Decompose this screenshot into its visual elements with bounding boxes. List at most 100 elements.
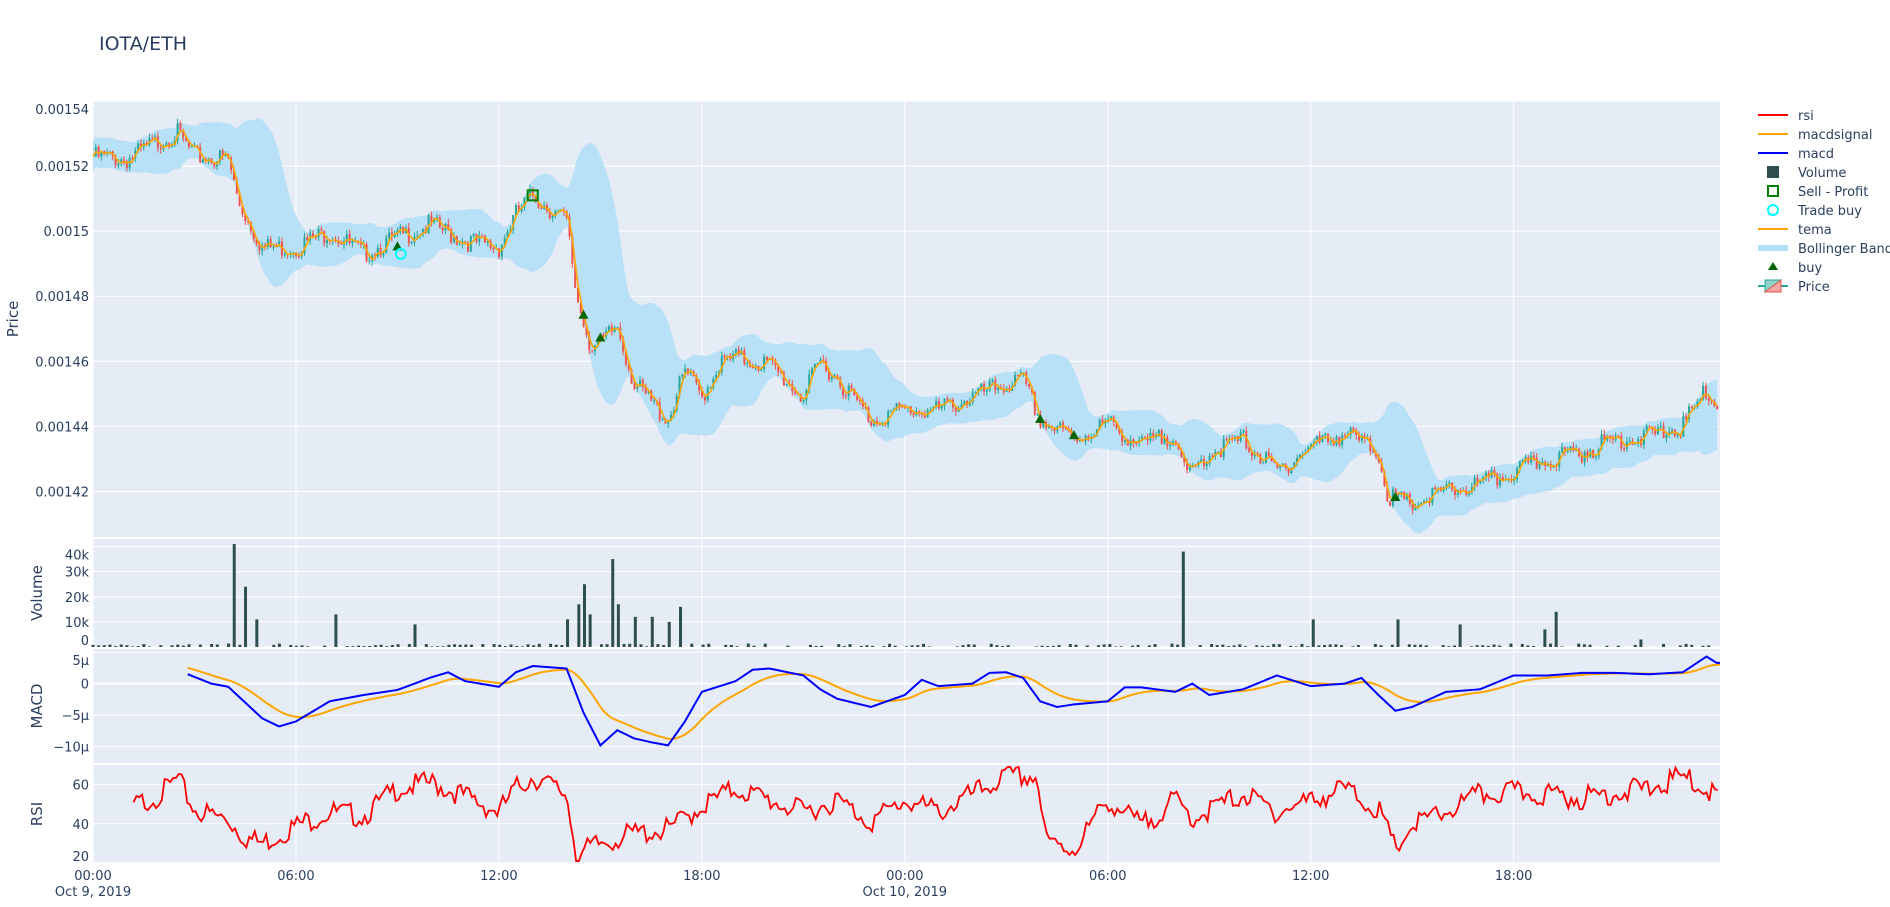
volume-bar <box>1560 646 1563 647</box>
volume-bar <box>159 645 162 647</box>
volume-bar <box>385 646 388 647</box>
volume-bar <box>1679 645 1682 647</box>
volume-bar <box>1278 644 1281 647</box>
legend-square-icon <box>1767 166 1779 178</box>
volume-bar <box>1261 646 1264 647</box>
candle-body <box>1242 431 1244 433</box>
candle-body <box>704 397 706 401</box>
candle-body <box>1135 443 1137 444</box>
volume-bar <box>114 646 117 647</box>
legend-item-price[interactable]: Price <box>1758 280 1830 295</box>
legend[interactable]: rsi macdsignal macd Volume Sell - Profit Trad… <box>1758 109 1890 295</box>
legend-item-buy[interactable]: buy <box>1768 261 1822 276</box>
volume-bar <box>747 644 750 647</box>
x-tick-label: 06:00 <box>277 869 314 884</box>
candle-body <box>992 380 994 382</box>
volume-bar <box>882 646 885 647</box>
candle-body <box>1344 435 1346 436</box>
volume-bar <box>628 644 631 647</box>
volume-bar <box>470 645 473 647</box>
volume-bar <box>1380 645 1383 647</box>
volume-bar <box>1001 646 1004 647</box>
y-tick-label: 40 <box>72 818 89 833</box>
volume-bar <box>120 645 123 647</box>
y-tick-label: 0 <box>81 678 89 693</box>
volume-bar <box>1493 644 1496 647</box>
volume-bar <box>1340 645 1343 647</box>
y-tick-label: −5μ <box>62 709 89 724</box>
volume-bar <box>1425 645 1428 647</box>
candle-body <box>1352 428 1354 430</box>
legend-item-macdsignal[interactable]: macdsignal <box>1758 128 1872 143</box>
macd-plot-area <box>93 649 1720 763</box>
candle-body <box>1330 441 1332 442</box>
volume-bar <box>453 644 456 647</box>
volume-bar <box>1058 645 1061 647</box>
x-tick-label: 00:00 <box>74 869 111 884</box>
volume-bar <box>227 644 230 647</box>
volume-bar <box>1447 646 1450 647</box>
volume-bar <box>1685 644 1688 647</box>
volume-bar <box>928 646 931 647</box>
legend-item-volume[interactable]: Volume <box>1767 166 1846 181</box>
volume-bar <box>589 614 592 647</box>
y-tick-label: 10k <box>65 616 90 631</box>
candle-body <box>459 244 461 245</box>
legend-item-macd[interactable]: macd <box>1758 147 1834 162</box>
volume-bar <box>238 645 241 647</box>
candle-body <box>766 357 768 360</box>
legend-item-trade-buy[interactable]: Trade buy <box>1768 204 1862 219</box>
volume-bar <box>668 622 671 647</box>
volume-bar <box>606 644 609 647</box>
candle-body <box>890 411 892 412</box>
volume-bar <box>1221 645 1224 647</box>
volume-bar <box>724 645 727 647</box>
volume-bar <box>752 646 755 647</box>
volume-bar <box>1255 645 1258 647</box>
volume-bar <box>103 645 106 647</box>
volume-bar <box>216 645 219 647</box>
volume-bar <box>1583 644 1586 647</box>
volume-bar <box>1289 646 1292 647</box>
y-tick-label: −10μ <box>53 741 89 756</box>
volume-bar <box>1216 645 1219 647</box>
volume-bar <box>374 645 377 647</box>
candle-body <box>941 406 943 409</box>
candle-body <box>870 422 872 426</box>
volume-bar <box>922 644 925 647</box>
candle-body <box>913 413 915 415</box>
candle-body <box>552 216 554 218</box>
legend-item-bollinger-band[interactable]: Bollinger Band <box>1758 242 1890 257</box>
volume-bar <box>1267 646 1270 647</box>
volume-bar <box>278 644 281 647</box>
candle-body <box>746 363 748 364</box>
candle-body <box>1248 448 1250 451</box>
volume-bar <box>1396 619 1399 647</box>
volume-bar <box>1453 645 1456 647</box>
chart-title: IOTA/ETH <box>99 33 187 55</box>
volume-bar <box>1199 645 1202 647</box>
volume-bar <box>656 644 659 647</box>
volume-bar <box>1154 644 1157 647</box>
legend-label: Trade buy <box>1797 204 1862 219</box>
volume-bar <box>459 645 462 647</box>
volume-bar <box>623 644 626 647</box>
legend-item-tema[interactable]: tema <box>1758 223 1832 238</box>
volume-bar <box>1374 644 1377 647</box>
volume-bar <box>272 645 275 647</box>
volume-bar <box>289 645 292 647</box>
legend-item-rsi[interactable]: rsi <box>1758 109 1814 124</box>
candle-body <box>481 235 483 236</box>
volume-bar <box>1069 644 1072 647</box>
legend-item-sell-profit[interactable]: Sell - Profit <box>1768 185 1868 200</box>
volume-bar <box>1589 645 1592 647</box>
volume-bar <box>510 644 513 647</box>
legend-label: Sell - Profit <box>1798 185 1868 200</box>
y-tick-label: 5μ <box>72 654 89 669</box>
volume-bar <box>1323 645 1326 647</box>
y-tick-label: 0.0015 <box>44 225 90 240</box>
candle-body <box>306 237 308 240</box>
candle-body <box>284 254 286 256</box>
candle-body <box>368 261 370 262</box>
